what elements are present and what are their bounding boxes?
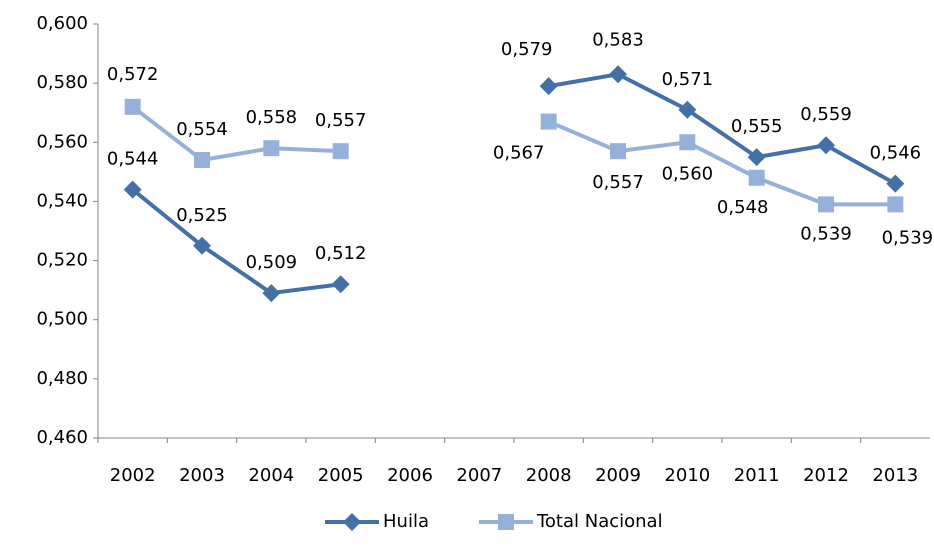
data-label: 0,548 [717,197,769,218]
x-tick-label: 2007 [456,465,502,486]
data-label: 0,557 [592,172,644,193]
x-tick-label: 2004 [248,465,294,486]
data-label: 0,555 [731,116,783,137]
data-point [331,275,350,294]
data-point [817,136,835,155]
y-tick-label: 0,480 [36,368,88,389]
x-tick-label: 2008 [526,465,572,486]
data-label: 0,583 [592,29,644,50]
data-label: 0,567 [493,143,545,164]
data-point [332,143,349,160]
data-point [678,100,697,119]
data-label: 0,539 [800,223,852,244]
data-label: 0,546 [870,143,922,164]
x-tick-label: 2010 [664,465,710,486]
data-point [193,236,211,255]
data-label: 0,571 [662,69,714,90]
data-point [748,169,765,186]
legend-label: Huila [383,511,429,532]
x-tick-label: 2002 [110,465,156,486]
x-tick-label: 2006 [387,465,433,486]
y-tick-label: 0,520 [36,250,88,271]
data-label: 0,579 [501,39,553,60]
data-point [886,174,905,193]
data-label: 0,557 [315,110,367,131]
data-point [609,65,627,84]
data-point [679,134,696,151]
data-point [610,143,626,160]
data-label: 0,554 [176,119,228,140]
y-tick-label: 0,600 [36,13,88,34]
data-point [123,180,142,199]
y-tick-label: 0,580 [36,72,88,93]
series-line [131,188,341,296]
y-tick-label: 0,540 [36,190,88,211]
data-point [194,152,210,169]
data-point [124,98,141,115]
data-label: 0,559 [800,104,852,125]
data-point [887,196,904,213]
data-label: 0,509 [246,252,298,273]
series-line [131,105,341,163]
data-point [539,77,558,96]
data-point [747,148,766,167]
series-line [547,119,896,207]
legend-marker [343,513,361,531]
y-tick-label: 0,460 [36,427,88,448]
data-label: 0,558 [246,107,298,128]
data-label: 0,560 [662,163,714,184]
x-tick-label: 2009 [595,465,641,486]
data-label: 0,539 [882,227,934,248]
x-tick-label: 2012 [803,465,849,486]
data-point [263,140,280,157]
data-label: 0,525 [176,205,228,226]
y-tick-label: 0,500 [36,309,88,330]
x-tick-label: 2011 [734,465,780,486]
x-tick-label: 2003 [179,465,225,486]
data-point [262,284,281,303]
data-point [540,113,557,130]
series-line [548,72,897,186]
legend-marker [497,514,514,530]
x-tick-label: 2013 [872,465,918,486]
legend-label: Total Nacional [536,511,663,532]
data-label: 0,572 [107,64,159,85]
x-tick-label: 2005 [318,465,364,486]
data-point [818,196,834,213]
data-label: 0,512 [315,243,367,264]
data-label: 0,544 [107,149,159,170]
y-tick-label: 0,560 [36,131,88,152]
